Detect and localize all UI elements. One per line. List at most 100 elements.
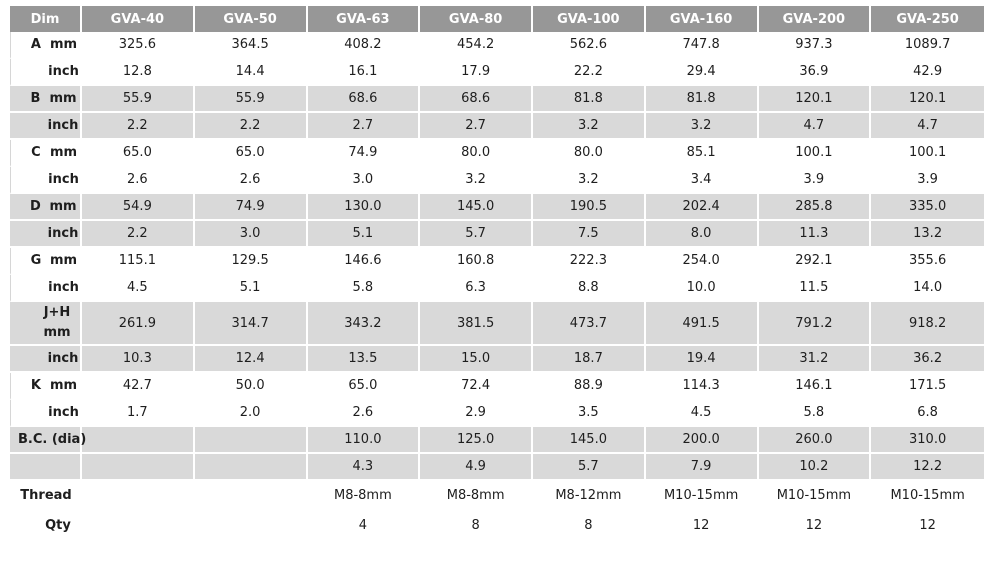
- dimensions-table: Dim GVA-40 GVA-50 GVA-63 GVA-80 GVA-100 …: [10, 6, 984, 541]
- row-unit: inch: [47, 118, 79, 133]
- row-unit: inch: [48, 64, 79, 79]
- table-cell: 408.2: [307, 32, 421, 59]
- table-cell: 68.6: [307, 86, 421, 113]
- row-label: B.C. (dia): [10, 427, 86, 454]
- table-cell: 11.5: [758, 275, 872, 302]
- table-cell: 2.9: [420, 400, 533, 427]
- table-cell: 4.9: [420, 454, 533, 481]
- table-cell: 491.5: [645, 302, 759, 346]
- header-gva-40: GVA-40: [82, 6, 195, 32]
- table-cell: 81.8: [533, 86, 646, 113]
- table-cell: 2.2: [82, 113, 195, 140]
- table-cell: 343.2: [307, 302, 421, 346]
- row-unit: mm: [49, 253, 78, 268]
- table-cell: 5.7: [533, 454, 646, 481]
- table-cell: 72.4: [420, 373, 533, 400]
- table-cell: 115.1: [82, 248, 195, 275]
- row-label: inch: [10, 346, 82, 373]
- table-cell: 81.8: [645, 86, 759, 113]
- table-cell: 364.5: [194, 32, 308, 59]
- footer-cell: 8: [533, 511, 646, 541]
- table-cell: 110.0: [307, 427, 421, 454]
- table-cell: 36.2: [871, 346, 984, 373]
- row-unit: inch: [48, 405, 79, 420]
- footer-cell: [194, 481, 308, 511]
- table-cell: 190.5: [533, 194, 646, 221]
- table-cell: 5.1: [307, 221, 421, 248]
- table-cell: 4.7: [758, 113, 872, 140]
- table-cell: 1.7: [82, 400, 195, 427]
- table-cell: 6.3: [420, 275, 533, 302]
- footer-row: Qty 4 8 8 12 12 12: [10, 511, 984, 541]
- table-cell: 80.0: [533, 140, 646, 167]
- table-cell: 310.0: [871, 427, 984, 454]
- table-cell: 6.8: [871, 400, 984, 427]
- table-cell: 335.0: [871, 194, 984, 221]
- table-cell: 7.9: [645, 454, 759, 481]
- footer-cell: M8-12mm: [533, 481, 646, 511]
- table-cell: 747.8: [645, 32, 759, 59]
- header-dim: Dim: [10, 6, 82, 32]
- row-label: inch: [10, 113, 82, 140]
- table-cell: 120.1: [871, 86, 984, 113]
- table-cell: 2.6: [82, 167, 195, 194]
- table-cell: 8.0: [645, 221, 759, 248]
- row-dim-letter: C: [31, 145, 41, 160]
- table-cell: [194, 454, 308, 481]
- row-unit: mm: [49, 199, 77, 214]
- table-cell: 3.4: [645, 167, 759, 194]
- table-cell: 54.9: [82, 194, 195, 221]
- table-cell: 3.0: [307, 167, 421, 194]
- header-gva-50: GVA-50: [194, 6, 308, 32]
- table-cell: 4.3: [307, 454, 421, 481]
- row-dim-letter: J+H: [43, 305, 71, 320]
- table-cell: 74.9: [307, 140, 421, 167]
- table-cell: 4.5: [645, 400, 759, 427]
- row-unit: mm: [49, 91, 77, 106]
- row-unit: inch: [47, 351, 79, 366]
- row-label: inch: [10, 167, 82, 194]
- table-cell: 285.8: [758, 194, 872, 221]
- table-cell: 42.7: [82, 373, 195, 400]
- table-cell: 129.5: [194, 248, 308, 275]
- header-gva-63: GVA-63: [307, 6, 421, 32]
- table-cell: 11.3: [758, 221, 872, 248]
- table-cell: 100.1: [758, 140, 872, 167]
- table-cell: 8.8: [533, 275, 646, 302]
- table-cell: 454.2: [420, 32, 533, 59]
- table-cell: 19.4: [645, 346, 759, 373]
- table-cell: 473.7: [533, 302, 646, 346]
- row-label: inch: [10, 400, 82, 427]
- table-cell: 171.5: [871, 373, 984, 400]
- table-row: J+H mm 261.9 314.7 343.2 381.5 473.7 491.5 791.2…: [10, 302, 984, 346]
- table-cell: 5.8: [758, 400, 872, 427]
- table-cell: 562.6: [533, 32, 646, 59]
- table-cell: 381.5: [420, 302, 533, 346]
- footer-cell: [82, 511, 195, 541]
- header-gva-250: GVA-250: [871, 6, 984, 32]
- table-cell: 68.6: [420, 86, 533, 113]
- table-cell: 13.5: [307, 346, 421, 373]
- table-header: Dim GVA-40 GVA-50 GVA-63 GVA-80 GVA-100 …: [10, 6, 984, 32]
- table-cell: 125.0: [420, 427, 533, 454]
- table-cell: 50.0: [194, 373, 308, 400]
- table-cell: [82, 454, 195, 481]
- table-cell: 2.0: [194, 400, 308, 427]
- table-cell: 65.0: [82, 140, 195, 167]
- table-cell: 15.0: [420, 346, 533, 373]
- table-cell: 314.7: [194, 302, 308, 346]
- row-dim-letter: B: [30, 91, 41, 106]
- table-cell: 17.9: [420, 59, 533, 86]
- table-cell: 12.8: [82, 59, 195, 86]
- row-unit: inch: [47, 226, 79, 241]
- header-gva-80: GVA-80: [420, 6, 533, 32]
- table-cell: 3.5: [533, 400, 646, 427]
- table-cell: 2.7: [420, 113, 533, 140]
- table-cell: 2.2: [194, 113, 308, 140]
